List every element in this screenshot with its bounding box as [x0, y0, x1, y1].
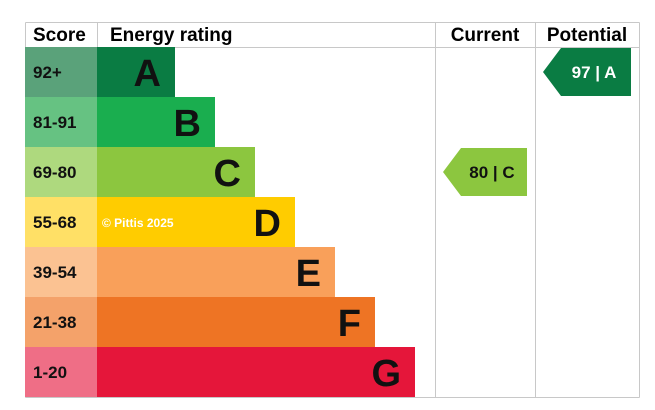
- score-range-label: 21-38: [33, 313, 76, 332]
- rating-letter: G: [371, 353, 401, 395]
- potential-marker-label: 97 | A: [572, 63, 617, 82]
- rating-letter: B: [174, 103, 201, 145]
- score-cell-e: [25, 247, 97, 297]
- score-cell-b: [25, 97, 97, 147]
- rating-bar-g: [97, 347, 415, 397]
- score-cell-g: [25, 347, 97, 397]
- header-energy-rating: Energy rating: [110, 25, 232, 46]
- score-range-label: 1-20: [33, 363, 67, 382]
- rating-bar-c: [97, 147, 255, 197]
- header-score: Score: [33, 25, 86, 46]
- score-range-label: 69-80: [33, 163, 76, 182]
- score-cell-a: [25, 47, 97, 97]
- score-cell-c: [25, 147, 97, 197]
- current-marker-label: 80 | C: [469, 163, 514, 182]
- rating-letter: E: [296, 253, 321, 295]
- rating-bar-e: [97, 247, 335, 297]
- score-range-label: 92+: [33, 63, 62, 82]
- rating-letter: C: [214, 153, 241, 195]
- rating-markers: 80 | C 97 | A: [443, 48, 631, 196]
- rating-bands: 92+ A 81-91 B 69-80 C 55-68 D 39-54 E 21-38 F 1-20 G: [25, 47, 415, 397]
- rating-letter: F: [338, 303, 361, 345]
- rating-bar-a: [97, 47, 175, 97]
- watermark-text: © Pittis 2025: [102, 216, 174, 230]
- rating-bar-b: [97, 97, 215, 147]
- score-range-label: 81-91: [33, 113, 76, 132]
- score-cell-d: [25, 197, 97, 247]
- potential-marker: [543, 48, 631, 96]
- header-potential: Potential: [547, 25, 627, 46]
- rating-bar-d: [97, 197, 295, 247]
- score-cell-f: [25, 297, 97, 347]
- rating-bar-f: [97, 297, 375, 347]
- rating-letter: D: [254, 203, 281, 245]
- header-current: Current: [451, 25, 520, 46]
- rating-letter: A: [134, 53, 161, 95]
- chart-headers: Score Energy rating Current Potential: [33, 25, 627, 46]
- current-marker: [443, 148, 527, 196]
- score-range-label: 39-54: [33, 263, 77, 282]
- score-range-label: 55-68: [33, 213, 76, 232]
